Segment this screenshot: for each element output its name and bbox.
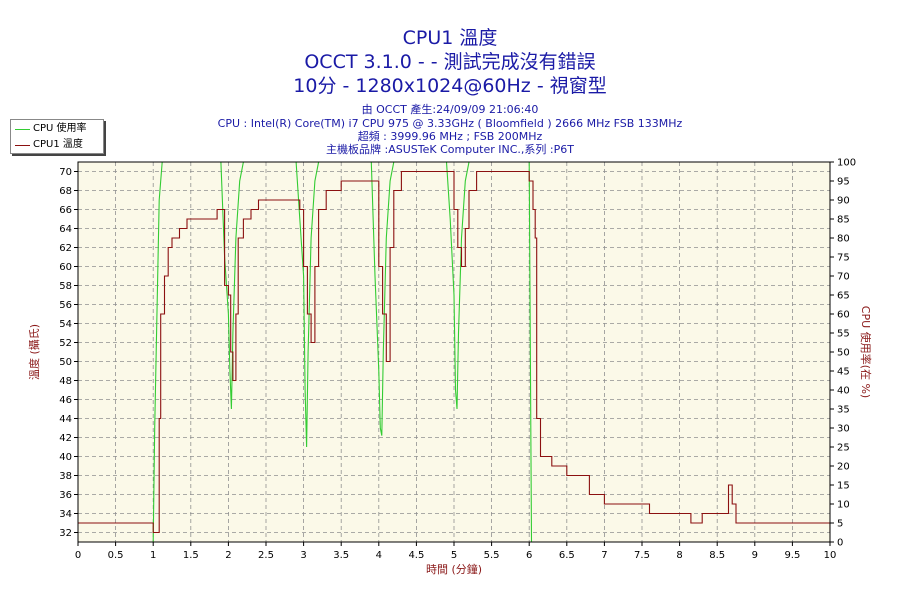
x-tick-label: 8.5 — [709, 550, 725, 561]
y2-tick-label: 75 — [837, 253, 850, 264]
x-tick-label: 9.5 — [784, 550, 800, 561]
legend: CPU 使用率 CPU1 溫度 — [10, 119, 104, 154]
y2-tick-label: 0 — [837, 538, 843, 549]
x-tick-label: 6.5 — [559, 550, 575, 561]
y2-tick-label: 25 — [837, 443, 850, 454]
x-tick-label: 4.5 — [408, 550, 424, 561]
legend-item-cpu-usage: CPU 使用率 — [11, 122, 103, 136]
generated-by-info: 由 OCCT 產生:24/09/09 21:06:40 — [361, 103, 539, 116]
x-tick-label: 4 — [376, 550, 382, 561]
y2-tick-label: 20 — [837, 462, 850, 473]
y-tick-label: 52 — [59, 338, 72, 349]
y2-tick-label: 85 — [837, 215, 850, 226]
y-tick-label: 58 — [59, 281, 72, 292]
y-tick-label: 64 — [59, 224, 72, 235]
y2-tick-label: 65 — [837, 291, 850, 302]
x-tick-label: 3.5 — [333, 550, 349, 561]
y-tick-label: 50 — [59, 357, 72, 368]
legend-label-cpu-usage: CPU 使用率 — [33, 123, 87, 134]
y-tick-label: 54 — [59, 319, 72, 330]
x-tick-label: 10 — [824, 550, 837, 561]
y-tick-label: 66 — [59, 205, 72, 216]
y-tick-label: 60 — [59, 262, 72, 273]
overclock-info: 超頻 : 3999.96 MHz ; FSB 200MHz — [357, 130, 543, 143]
chart-subtitle-test-status: OCCT 3.1.0 - - 測試完成沒有錯誤 — [304, 51, 596, 73]
x-tick-label: 3 — [300, 550, 306, 561]
y-tick-label: 46 — [59, 395, 72, 406]
y2-tick-label: 15 — [837, 481, 850, 492]
x-tick-label: 8 — [676, 550, 682, 561]
y-tick-label: 38 — [59, 471, 72, 482]
y2-tick-label: 5 — [837, 519, 843, 530]
y-axis-label-left: 溫度 (攝氏) — [27, 324, 41, 380]
grid-lines — [78, 162, 830, 542]
tick-labels: 0 0.5 1 1.5 2 2.5 3 3.5 4 4.5 5 5.5 6 6.5 7 7.5 8 8.5 9 9.5… — [59, 158, 856, 562]
x-tick-label: 1.5 — [183, 550, 199, 561]
y2-tick-label: 45 — [837, 367, 850, 378]
y-tick-label: 44 — [59, 414, 72, 425]
chart-subtitle-display-mode: 10分 - 1280x1024@60Hz - 視窗型 — [293, 75, 607, 97]
y2-tick-label: 30 — [837, 424, 850, 435]
y2-tick-label: 95 — [837, 177, 850, 188]
legend-swatch-cpu-temp — [15, 145, 30, 146]
x-tick-label: 6 — [526, 550, 532, 561]
y-tick-label: 34 — [59, 509, 72, 520]
x-tick-label: 5 — [451, 550, 457, 561]
legend-swatch-cpu-usage — [15, 129, 30, 130]
x-tick-label: 7 — [601, 550, 607, 561]
y2-tick-label: 40 — [837, 386, 850, 397]
legend-item-cpu-temp: CPU1 溫度 — [11, 138, 103, 152]
y-tick-label: 42 — [59, 433, 72, 444]
y2-tick-label: 80 — [837, 234, 850, 245]
x-tick-label: 0 — [75, 550, 81, 561]
y-tick-label: 70 — [59, 167, 72, 178]
y2-tick-label: 60 — [837, 310, 850, 321]
x-tick-label: 5.5 — [484, 550, 500, 561]
y-tick-label: 36 — [59, 490, 72, 501]
y-tick-label: 68 — [59, 186, 72, 197]
y2-tick-label: 55 — [837, 329, 850, 340]
y2-tick-label: 100 — [837, 158, 856, 169]
series-layer — [78, 162, 830, 542]
y2-tick-label: 70 — [837, 272, 850, 283]
y-tick-label: 62 — [59, 243, 72, 254]
y-tick-label: 40 — [59, 452, 72, 463]
cpu-info: CPU : Intel(R) Core(TM) i7 CPU 975 @ 3.3… — [217, 117, 683, 130]
x-axis-label: 時間 (分鐘) — [426, 562, 482, 576]
y2-tick-label: 90 — [837, 196, 850, 207]
y-tick-label: 32 — [59, 528, 72, 539]
chart-title: CPU1 溫度 — [402, 27, 498, 49]
x-tick-label: 7.5 — [634, 550, 650, 561]
legend-label-cpu-temp: CPU1 溫度 — [33, 139, 83, 150]
y2-tick-label: 50 — [837, 348, 850, 359]
y2-tick-label: 10 — [837, 500, 850, 511]
x-tick-label: 9 — [752, 550, 758, 561]
y-tick-label: 48 — [59, 376, 72, 387]
motherboard-info: 主機板品牌 :ASUSTeK Computer INC.,系列 :P6T — [326, 143, 574, 156]
y-tick-label: 56 — [59, 300, 72, 311]
series-line-cpu-temp — [78, 170, 830, 534]
x-tick-label: 2.5 — [258, 550, 274, 561]
y-axis-label-right: CPU 使用率(在 %) — [859, 306, 873, 398]
y2-tick-label: 35 — [837, 405, 850, 416]
x-tick-label: 2 — [225, 550, 231, 561]
x-tick-label: 1 — [150, 550, 156, 561]
x-tick-label: 0.5 — [108, 550, 124, 561]
